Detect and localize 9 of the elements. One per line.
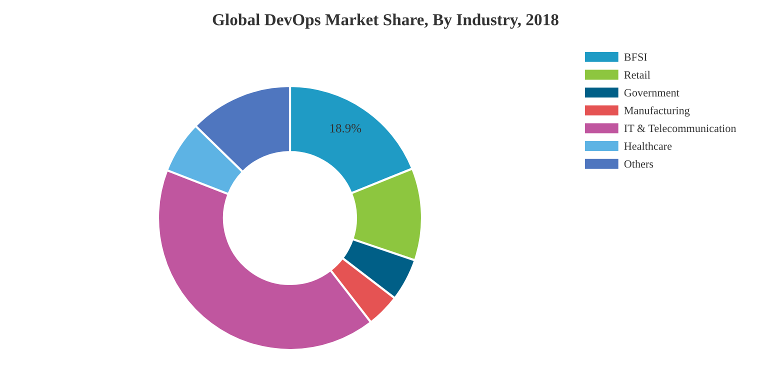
legend-label: IT & Telecommunication [624,124,736,132]
legend-label: Others [624,160,654,168]
chart-title: Global DevOps Market Share, By Industry, 2018 [212,14,558,29]
data-label: 18.9% [330,124,362,133]
legend-label: Government [624,89,680,96]
legend-label: Healthcare [624,142,672,150]
legend-label: Manufacturing [624,106,690,117]
legend-label: BFSI [624,53,647,61]
legend-label: Retail [624,70,650,79]
